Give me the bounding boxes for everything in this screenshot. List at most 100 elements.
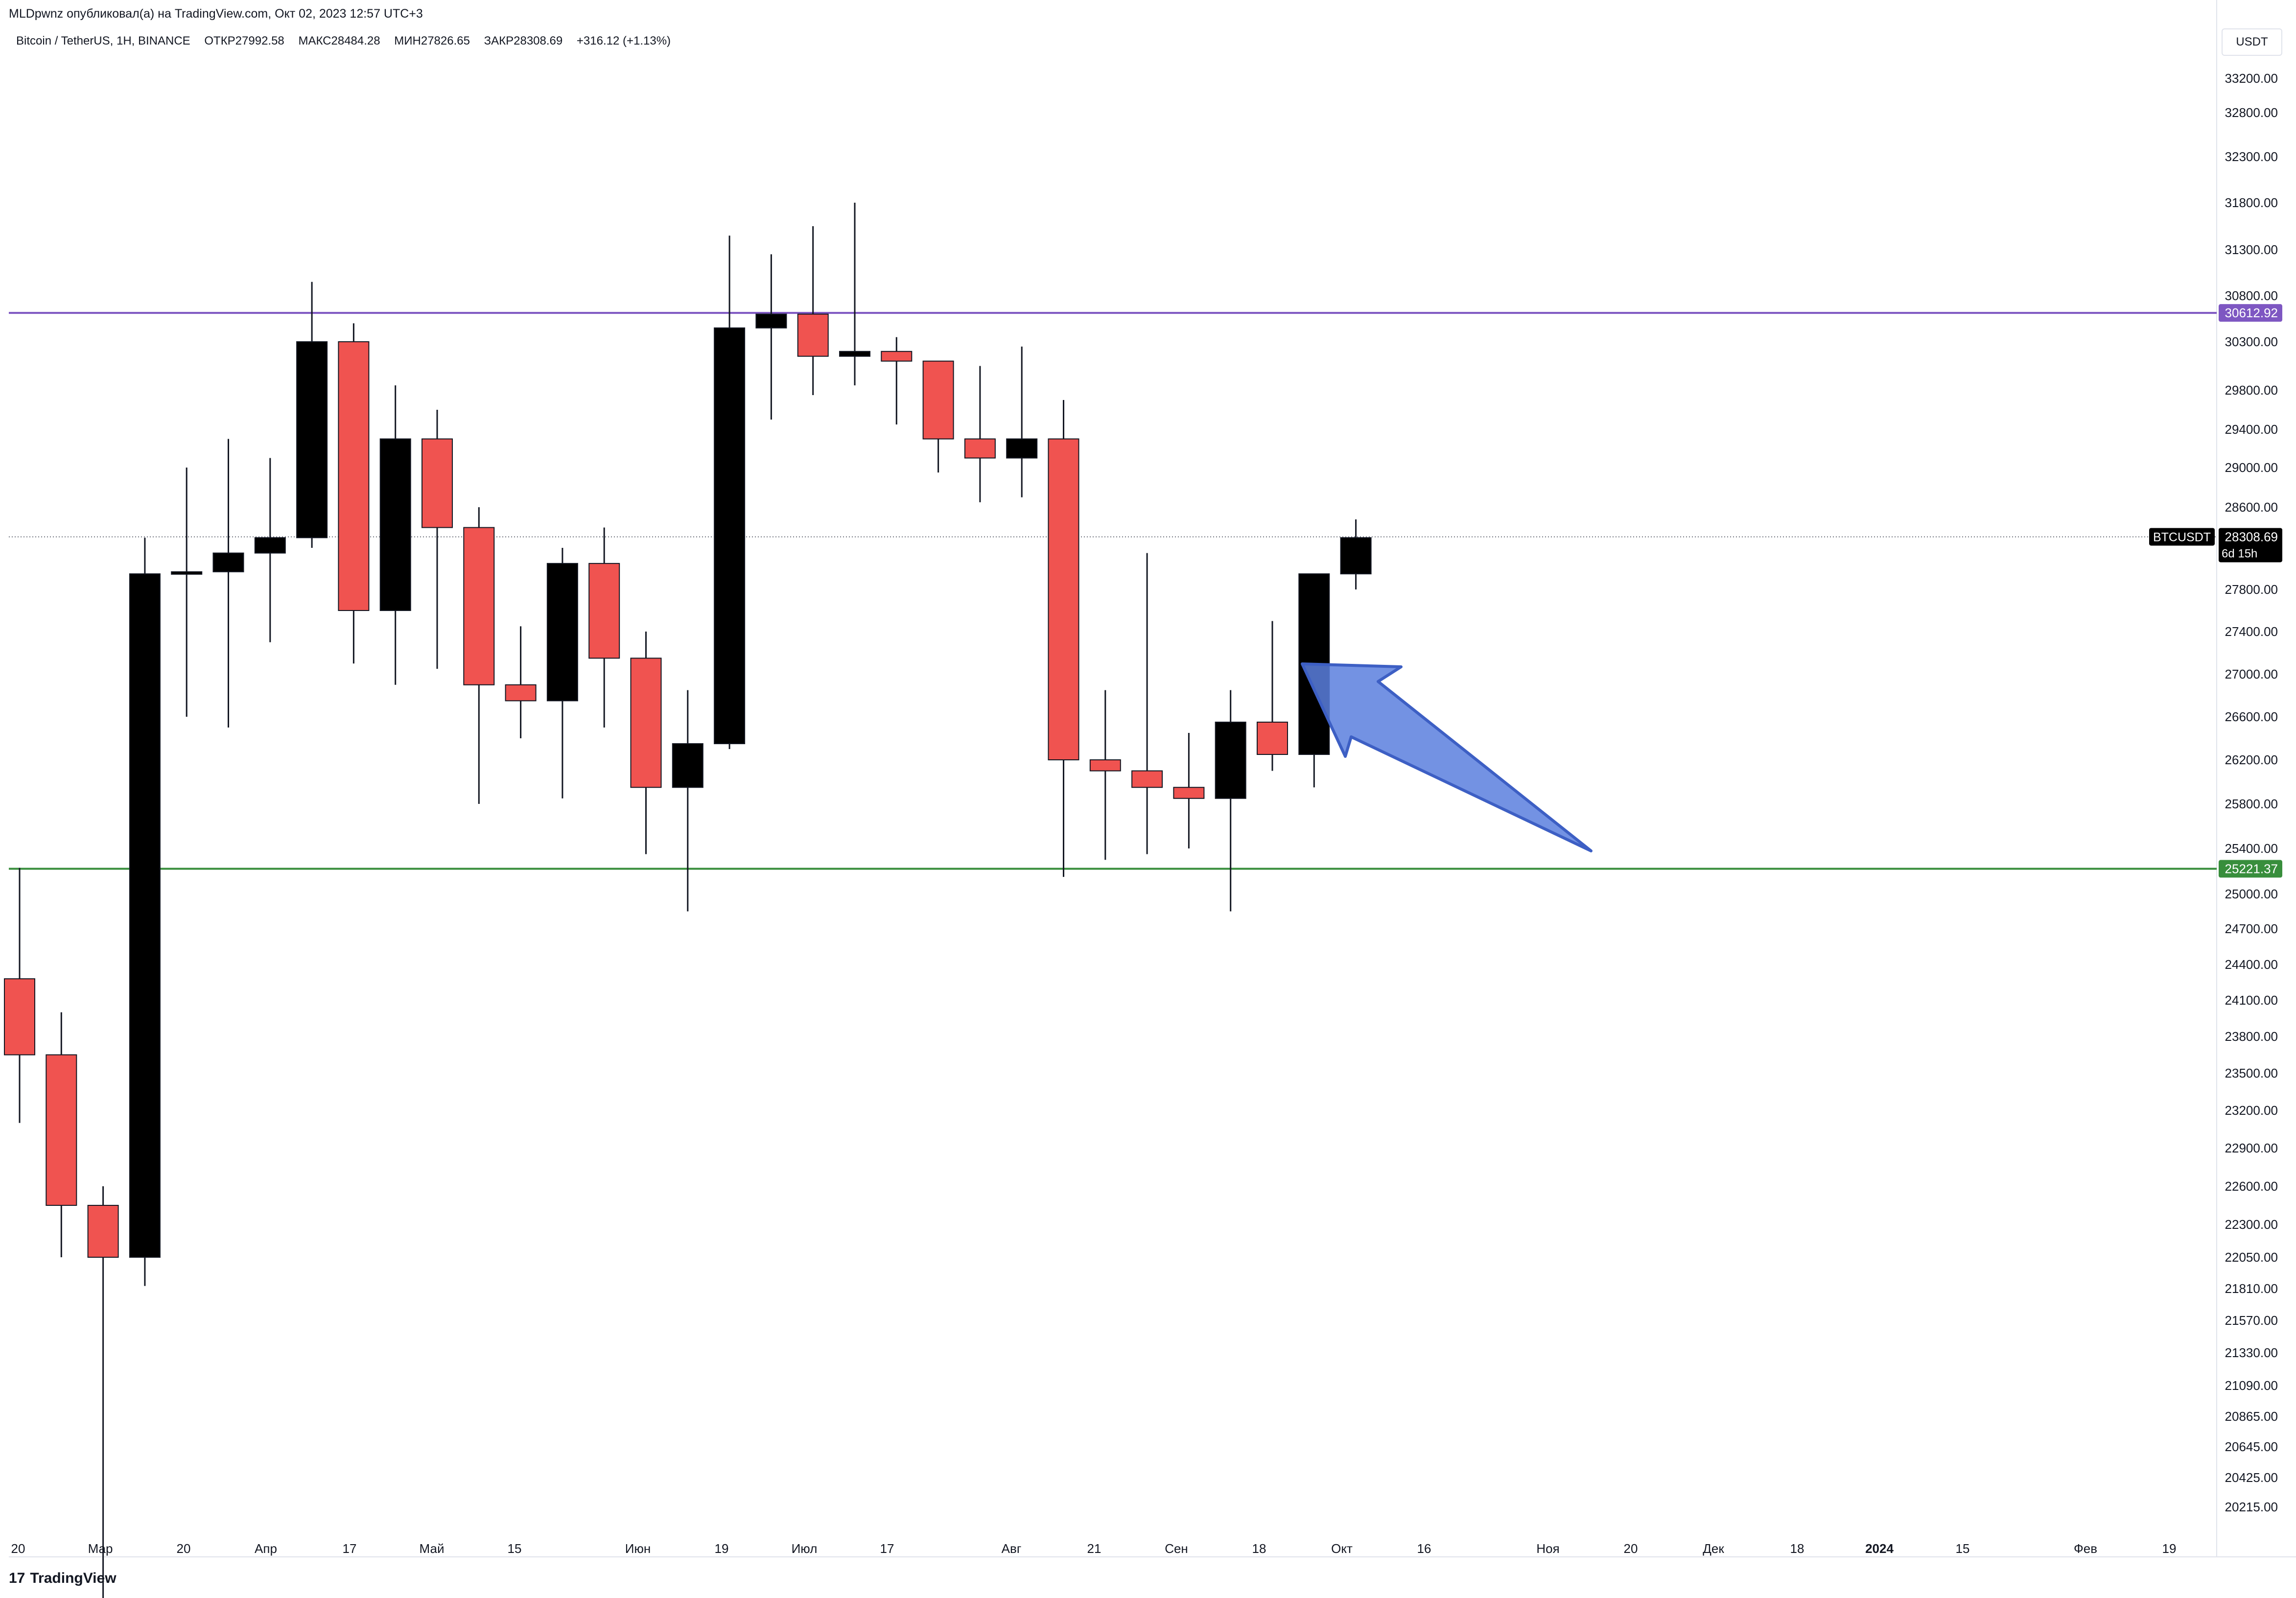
- price-tick-label: 27800.00: [2225, 582, 2278, 597]
- candle-body: [1048, 438, 1079, 760]
- price-tick-label: 23500.00: [2225, 1066, 2278, 1081]
- current-price-label: 28308.69: [2225, 529, 2278, 544]
- candle-body: [1006, 438, 1038, 459]
- time-axis[interactable]: 20 Мар 20 Апр 17 Май 15 Июн 19 Июл 17 Авг 21 Сен 18 Окт…: [11, 1541, 2177, 1556]
- price-tick-label: 28600.00: [2225, 500, 2278, 515]
- price-tick-label: 26200.00: [2225, 752, 2278, 767]
- candle: [171, 468, 203, 717]
- blue-arrow-shape[interactable]: [1301, 662, 1593, 852]
- price-tick-label: 29400.00: [2225, 422, 2278, 437]
- candle: [672, 690, 703, 912]
- price-tick-label: 31800.00: [2225, 195, 2278, 210]
- candle: [630, 632, 662, 854]
- candle: [797, 226, 829, 395]
- candle: [463, 507, 495, 804]
- candle-body: [212, 552, 244, 572]
- time-tick-label: Дек: [1703, 1541, 1724, 1556]
- tradingview-logo-icon: 17: [9, 1570, 25, 1586]
- candle-body: [630, 658, 662, 788]
- candle: [4, 868, 35, 1123]
- price-axis[interactable]: 33200.00 32800.00 32300.00 31800.00 31300.00…: [2225, 71, 2278, 1514]
- candle-body: [379, 438, 411, 611]
- candle-body: [922, 360, 954, 440]
- price-tick-label: 25800.00: [2225, 797, 2278, 811]
- price-tick-label: 24700.00: [2225, 921, 2278, 936]
- candle-body: [714, 327, 746, 744]
- price-tick-label: 20215.00: [2225, 1500, 2278, 1514]
- candle-body: [46, 1054, 77, 1206]
- price-tick-label: 33200.00: [2225, 71, 2278, 86]
- time-tick-label: 20: [177, 1541, 191, 1556]
- candle-body: [964, 438, 996, 459]
- candle-body: [463, 527, 495, 685]
- candle-body: [254, 537, 286, 554]
- price-tick-label: 24100.00: [2225, 993, 2278, 1008]
- time-tick-label: Авг: [1002, 1541, 1022, 1556]
- price-tick-label: 20865.00: [2225, 1409, 2278, 1424]
- time-tick-label: Окт: [1331, 1541, 1353, 1556]
- time-tick-label: 17: [880, 1541, 894, 1556]
- candle: [1173, 733, 1205, 848]
- price-tick-label: 32300.00: [2225, 149, 2278, 164]
- candle-body: [1340, 537, 1372, 575]
- candle-body: [338, 341, 370, 611]
- time-tick-label: 17: [343, 1541, 357, 1556]
- ohlc-high: МАКС28484.28: [298, 34, 380, 47]
- tradingview-footer: 17 TradingView: [9, 1570, 117, 1587]
- price-tick-label: 22600.00: [2225, 1179, 2278, 1194]
- candle: [1048, 400, 1079, 877]
- candle: [839, 203, 870, 386]
- candle: [505, 626, 537, 738]
- time-tick-label: Май: [420, 1541, 445, 1556]
- resistance-badge: 30612.92: [2219, 304, 2282, 322]
- time-tick-label: 19: [2162, 1541, 2177, 1556]
- price-tick-label: 22050.00: [2225, 1250, 2278, 1265]
- tradingview-brand: TradingView: [30, 1570, 117, 1586]
- time-tick-label: Сен: [1165, 1541, 1188, 1556]
- candle-body: [87, 1205, 119, 1258]
- candle: [1089, 690, 1121, 860]
- time-tick-label: 16: [1417, 1541, 1431, 1556]
- time-tick-label: Фев: [2074, 1541, 2097, 1556]
- currency-button[interactable]: USDT: [2222, 28, 2282, 56]
- publisher-line: MLDpwnz опубликовал(а) на TradingView.co…: [9, 7, 423, 21]
- price-tick-label: 25000.00: [2225, 887, 2278, 901]
- candle-body: [296, 341, 328, 539]
- price-tick-label: 30800.00: [2225, 288, 2278, 303]
- price-tick-label: 21810.00: [2225, 1281, 2278, 1296]
- bar-timer-label: 6d 15h: [2222, 547, 2257, 560]
- symbol-info-bar: Bitcoin / TetherUS, 1H, BINANCE ОТКР2799…: [16, 34, 681, 48]
- candle: [1340, 519, 1372, 589]
- ohlc-low: МИН27826.65: [394, 34, 470, 47]
- time-tick-label: 15: [1956, 1541, 1970, 1556]
- current-price-bg: [2219, 528, 2282, 563]
- candle: [338, 323, 370, 664]
- candle-body: [588, 563, 620, 659]
- price-tick-label: 26600.00: [2225, 709, 2278, 724]
- time-tick-label: 2024: [1865, 1541, 1894, 1556]
- candle: [588, 527, 620, 728]
- price-tick-label: 20645.00: [2225, 1439, 2278, 1454]
- candle: [129, 538, 161, 1286]
- candle: [714, 235, 746, 749]
- candle-body: [1215, 722, 1246, 799]
- time-tick-label: 20: [1624, 1541, 1638, 1556]
- price-tick-label: 21090.00: [2225, 1378, 2278, 1393]
- candle: [1131, 553, 1163, 854]
- price-tick-label: 20425.00: [2225, 1470, 2278, 1485]
- candle: [1257, 621, 1288, 771]
- ohlc-change: +316.12 (+1.13%): [576, 34, 671, 47]
- horizontal-lines[interactable]: [9, 312, 2217, 870]
- candle-body: [1173, 787, 1205, 799]
- arrow-annotation[interactable]: [1301, 662, 1593, 852]
- candle-body: [4, 978, 35, 1056]
- symbol-name[interactable]: Bitcoin / TetherUS, 1H, BINANCE: [16, 34, 190, 47]
- candle-body: [839, 351, 870, 357]
- time-tick-label: 19: [715, 1541, 729, 1556]
- candle-body: [797, 313, 829, 357]
- candle-body: [755, 313, 787, 329]
- candle: [422, 410, 453, 669]
- candle-body: [1131, 770, 1163, 788]
- candle: [964, 366, 996, 502]
